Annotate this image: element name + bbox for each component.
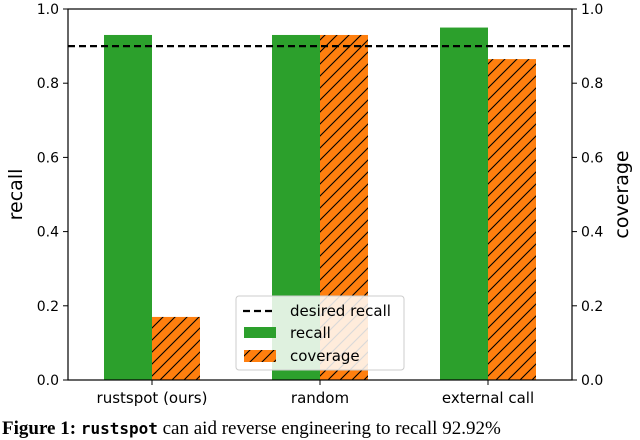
legend-box: [235, 295, 405, 371]
bar-coverage-1: [152, 316, 200, 380]
right-tick-label: 0.0: [581, 373, 603, 389]
left-tick-label: 0.0: [37, 373, 59, 389]
x-tick-label: rustspot (ours): [97, 389, 208, 407]
caption-text: can aid reverse engineering to recall 92…: [162, 418, 501, 439]
legend: desired recall recall coverage: [235, 295, 405, 371]
bar-recall-3: [440, 27, 488, 381]
bars-group: [104, 27, 536, 381]
left-tick-label: 0.2: [37, 299, 59, 315]
legend-key-recall: [244, 327, 276, 338]
bar-recall-1: [104, 34, 152, 380]
x-tick-label: external call: [442, 389, 534, 407]
right-tick-label: 0.8: [581, 76, 603, 92]
x-tick-label: random: [291, 389, 349, 407]
caption-name: rustspot: [80, 419, 158, 438]
legend-label-coverage: coverage: [290, 347, 360, 365]
y2-axis-label: coverage: [611, 150, 633, 238]
legend-key-coverage: [244, 350, 276, 362]
right-y-axis: 0.0 0.2 0.4 0.6 0.8 1.0: [572, 2, 603, 389]
figure-caption: Figure 1: rustspot can aid reverse engin…: [2, 418, 640, 440]
left-tick-label: 0.4: [37, 225, 59, 241]
right-tick-label: 1.0: [581, 2, 603, 18]
right-tick-label: 0.2: [581, 299, 603, 315]
right-tick-label: 0.4: [581, 225, 603, 241]
caption-label: Figure 1:: [2, 418, 77, 439]
legend-label-desired-recall: desired recall: [290, 302, 391, 320]
left-tick-label: 0.6: [37, 150, 59, 166]
right-tick-label: 0.6: [581, 150, 603, 166]
legend-label-recall: recall: [290, 324, 331, 342]
left-y-axis: 0.0 0.2 0.4 0.6 0.8 1.0: [37, 2, 68, 389]
y-axis-label: recall: [5, 169, 27, 221]
x-axis: rustspot (ours) random external call: [97, 380, 534, 407]
left-tick-label: 0.8: [37, 76, 59, 92]
bar-chart: 0.0 0.2 0.4 0.6 0.8 1.0 0.0 0.2 0.4 0.6 0.8 1.0 ru…: [5, 2, 633, 407]
left-tick-label: 1.0: [37, 2, 59, 18]
bar-coverage-3: [488, 59, 536, 381]
